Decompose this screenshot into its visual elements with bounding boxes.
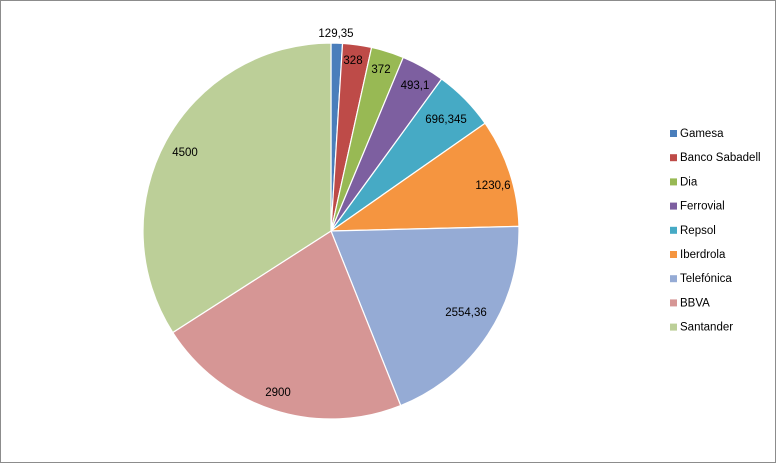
legend-swatch (670, 130, 677, 137)
legend-item-label: Dia (680, 176, 698, 188)
legend: Gamesa Banco Sabadell Dia Ferrovial Repsol Ib… (670, 128, 761, 334)
legend-swatch (670, 275, 677, 283)
legend-swatch (670, 202, 677, 210)
legend-item-label: Banco Sabadell (680, 152, 761, 164)
data-label: 2900 (265, 387, 291, 399)
data-label: 696,345 (425, 114, 467, 126)
legend-swatch (670, 251, 677, 258)
legend-item-label: Repsol (680, 225, 716, 237)
data-label: 1230,6 (475, 180, 510, 192)
pie-slice-iberdrola (329, 122, 520, 232)
data-label: 493,1 (401, 80, 430, 92)
data-label: 372 (371, 64, 390, 76)
legend-item-label: Iberdrola (680, 249, 726, 261)
legend-item-label: Telefónica (680, 273, 732, 285)
data-label: 129,35 (318, 28, 353, 40)
legend-swatch (670, 154, 677, 162)
data-label: 4500 (172, 147, 198, 159)
legend-swatch (670, 226, 677, 234)
pie-slice-telef-nica (330, 225, 520, 407)
data-label: 2554,36 (445, 307, 487, 319)
legend-swatch (670, 299, 677, 307)
legend-item-label: Santander (680, 322, 733, 334)
legend-item-label: BBVA (680, 297, 710, 309)
pie-slices (142, 42, 520, 420)
legend-item-label: Gamesa (680, 128, 724, 140)
data-label: 328 (343, 55, 362, 67)
legend-item-label: Ferrovial (680, 201, 725, 213)
pie-slice-bbva (171, 230, 402, 420)
pie-slice-santander (142, 42, 332, 334)
legend-swatch (670, 323, 677, 331)
data-labels: 129,35 328 372 493,1 696,345 1230,6 2554,36 290… (172, 28, 510, 399)
legend-swatch (670, 178, 677, 186)
